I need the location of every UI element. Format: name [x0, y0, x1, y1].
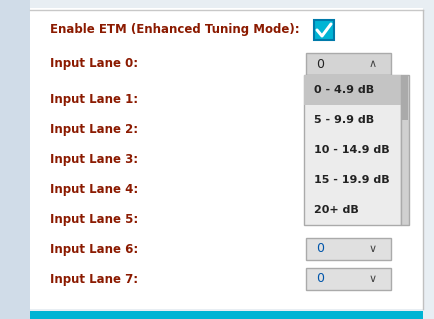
Text: Input Lane 5:: Input Lane 5: — [50, 212, 138, 226]
Text: 20+ dB: 20+ dB — [313, 205, 358, 215]
Text: 5 - 9.9 dB: 5 - 9.9 dB — [313, 115, 373, 125]
Text: Input Lane 6:: Input Lane 6: — [50, 242, 138, 256]
Bar — [422, 0, 434, 319]
Text: ∧: ∧ — [368, 59, 376, 69]
Text: Input Lane 3:: Input Lane 3: — [50, 152, 138, 166]
Text: Input Lane 7:: Input Lane 7: — [50, 272, 138, 286]
Text: 0: 0 — [315, 57, 323, 70]
Bar — [305, 53, 390, 75]
Text: ∨: ∨ — [368, 274, 376, 284]
Text: Input Lane 2:: Input Lane 2: — [50, 122, 138, 136]
Text: ∨: ∨ — [368, 244, 376, 254]
Text: 15 - 19.9 dB: 15 - 19.9 dB — [313, 175, 389, 185]
Text: Input Lane 4:: Input Lane 4: — [50, 182, 138, 196]
Text: Input Lane 0:: Input Lane 0: — [50, 57, 138, 70]
Bar — [305, 238, 390, 260]
Bar — [30, 311, 422, 319]
Bar — [305, 268, 390, 290]
Text: 0: 0 — [315, 272, 323, 286]
Bar — [401, 75, 407, 120]
Text: 0 - 4.9 dB: 0 - 4.9 dB — [313, 85, 373, 95]
Text: 0: 0 — [315, 242, 323, 256]
Text: 10 - 14.9 dB: 10 - 14.9 dB — [313, 145, 389, 155]
Bar — [0, 0, 30, 319]
Text: Enable ETM (Enhanced Tuning Mode):: Enable ETM (Enhanced Tuning Mode): — [50, 24, 299, 36]
Bar — [303, 75, 400, 225]
Bar — [400, 75, 408, 225]
Bar — [303, 75, 400, 105]
Bar — [313, 20, 333, 40]
Text: Input Lane 1:: Input Lane 1: — [50, 93, 138, 106]
